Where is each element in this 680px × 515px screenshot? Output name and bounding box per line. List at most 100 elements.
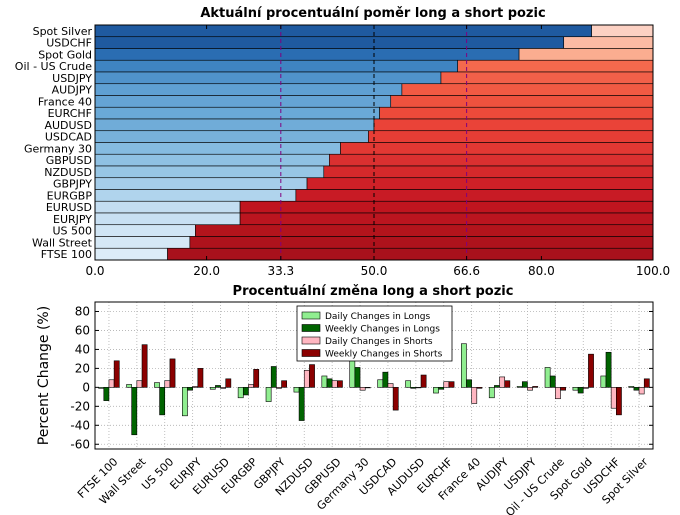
weekly-changes-in-shorts-bar-ftse-100 (113, 360, 120, 388)
weekly-changes-in-shorts-bar-eurchf (448, 381, 455, 388)
top-category-label: US 500 (52, 225, 92, 238)
daily-changes-in-shorts-bar-audusd (415, 387, 422, 389)
legend-swatch-daily-changes-in-longs (301, 311, 321, 320)
short-bar-eurusd (239, 200, 654, 214)
short-bar-spot-gold (518, 48, 654, 61)
weekly-changes-in-shorts-bar-eurusd (225, 378, 232, 388)
short-bar-eurchf (379, 106, 654, 120)
long-bar-eurjpy (94, 212, 241, 226)
top-x-tick-label: 50.0 (361, 264, 388, 278)
y-tick-label: 40 (75, 342, 90, 356)
daily-changes-in-longs-bar-audusd (405, 380, 411, 388)
daily-changes-in-shorts-bar-usdchf (610, 387, 617, 409)
weekly-changes-in-shorts-bar-audjpy (504, 380, 511, 388)
daily-changes-in-longs-bar-eurchf (433, 387, 439, 394)
top-x-tick-label: 100.0 (636, 264, 670, 278)
daily-changes-in-longs-bar-usdcad (377, 379, 384, 388)
short-bar-audjpy (401, 83, 654, 96)
top-x-tick-label: 20.0 (193, 264, 220, 278)
weekly-changes-in-longs-bar-us-500 (159, 387, 166, 416)
daily-changes-in-longs-bar-audjpy (488, 387, 495, 399)
short-bar-eurgbp (295, 189, 654, 202)
y-tick-label: 20 (75, 361, 90, 375)
y-tick-label: -20 (70, 399, 90, 413)
top-x-tick-label: 80.0 (528, 264, 555, 278)
short-bar-spot-silver (591, 24, 654, 38)
top-x-tick-label: 33.3 (267, 264, 294, 278)
weekly-changes-in-longs-bar-usdjpy (521, 381, 528, 388)
top-category-label: EURGBP (47, 189, 93, 202)
top-category-label: USDJPY (52, 72, 92, 85)
legend-label-weekly-changes-in-longs: Weekly Changes in Longs (325, 325, 440, 335)
weekly-changes-in-shorts-bar-usdcad (392, 387, 399, 411)
daily-changes-in-longs-bar-eurusd (209, 387, 216, 390)
short-bar-usdchf (563, 36, 654, 49)
long-bar-eurgbp (94, 189, 297, 202)
top-category-label: AUDUSD (44, 119, 92, 132)
long-bar-germany-30 (94, 142, 341, 155)
long-bar-us-500 (94, 224, 196, 237)
weekly-changes-in-shorts-bar-usdjpy (532, 386, 539, 388)
top-category-label: Germany 30 (24, 142, 92, 155)
daily-changes-in-longs-bar-spot-silver (628, 386, 635, 388)
legend-label-weekly-changes-in-shorts: Weekly Changes in Shorts (325, 350, 443, 360)
daily-changes-in-shorts-bar-audjpy (499, 376, 506, 388)
daily-changes-in-longs-bar-usdchf (600, 375, 607, 388)
short-bar-usdcad (368, 130, 654, 143)
daily-changes-in-longs-bar-germany-30 (349, 359, 356, 388)
weekly-changes-in-shorts-bar-nzdusd (309, 364, 315, 388)
daily-changes-in-longs-bar-oil-us-crude (544, 367, 551, 388)
weekly-changes-in-longs-bar-spot-gold (577, 387, 584, 394)
top-category-label: Wall Street (32, 236, 93, 249)
daily-changes-in-shorts-bar-eurusd (220, 387, 227, 389)
legend-label-daily-changes-in-longs: Daily Changes in Longs (325, 312, 430, 322)
daily-changes-in-longs-bar-usdjpy (516, 386, 523, 388)
y-tick-label: 60 (75, 323, 90, 337)
top-category-label: USDCHF (46, 37, 92, 50)
short-bar-nzdusd (323, 165, 654, 179)
weekly-changes-in-shorts-bar-gbpusd (337, 380, 343, 388)
weekly-changes-in-longs-bar-spot-silver (633, 387, 640, 391)
legend-label-daily-changes-in-shorts: Daily Changes in Shorts (325, 337, 433, 347)
daily-changes-in-longs-bar-spot-gold (572, 387, 579, 391)
long-bar-usdchf (94, 36, 565, 49)
long-bar-spot-silver (94, 24, 592, 38)
weekly-changes-in-longs-bar-germany-30 (354, 367, 361, 388)
bottom-chart-title: Procentuální změna long a short pozic (233, 284, 514, 299)
weekly-changes-in-shorts-bar-spot-silver (643, 378, 650, 388)
long-bar-usdjpy (94, 71, 442, 85)
short-bar-gbpusd (329, 153, 654, 167)
daily-changes-in-shorts-bar-usdcad (387, 383, 394, 388)
short-bar-gbpjpy (306, 177, 654, 190)
weekly-changes-in-longs-bar-gbpusd (326, 378, 333, 388)
weekly-changes-in-shorts-bar-us-500 (169, 358, 176, 388)
daily-changes-in-shorts-bar-eurjpy (192, 386, 199, 388)
daily-changes-in-longs-bar-ftse-100 (98, 387, 105, 389)
top-category-label: EURUSD (46, 201, 92, 214)
weekly-changes-in-longs-bar-oil-us-crude (549, 375, 556, 388)
legend-swatch-daily-changes-in-shorts (301, 336, 321, 345)
daily-changes-in-shorts-bar-gbpusd (331, 380, 338, 388)
top-category-label: Spot Gold (38, 48, 92, 61)
daily-changes-in-longs-bar-gbpjpy (265, 387, 272, 402)
top-category-label: USDCAD (45, 131, 92, 144)
long-bar-audusd (94, 118, 375, 132)
top-category-label: EURCHF (48, 107, 92, 120)
short-bar-france-40 (390, 95, 654, 108)
weekly-changes-in-longs-bar-ftse-100 (103, 387, 110, 401)
daily-changes-in-shorts-bar-eurchf (443, 381, 450, 388)
short-bar-eurjpy (239, 212, 654, 226)
top-x-tick-label: 66.6 (453, 264, 480, 278)
short-bar-wall-street (189, 236, 654, 249)
daily-changes-in-shorts-bar-gbpjpy (276, 387, 282, 389)
short-bar-us-500 (195, 224, 654, 237)
long-bar-france-40 (94, 95, 392, 108)
long-bar-nzdusd (94, 165, 325, 179)
weekly-changes-in-longs-bar-wall-street (131, 387, 138, 436)
daily-changes-in-longs-bar-nzdusd (293, 387, 300, 393)
bottom-plot-frame (94, 301, 654, 450)
daily-changes-in-shorts-bar-wall-street (136, 380, 143, 388)
weekly-changes-in-longs-bar-france-40 (466, 379, 472, 388)
long-bar-eurusd (94, 200, 241, 214)
long-bar-gbpusd (94, 153, 330, 167)
